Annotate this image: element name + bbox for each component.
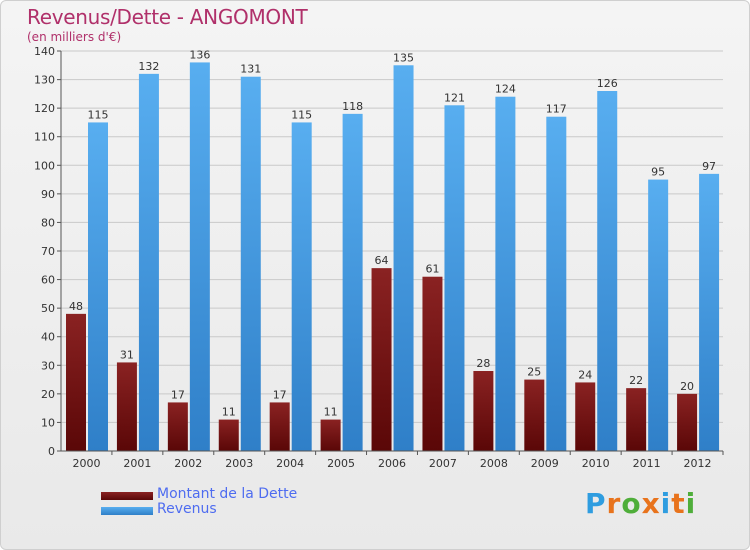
- revenue-value-label: 126: [597, 77, 618, 90]
- revenue-bar: [546, 116, 567, 451]
- revenue-value-label: 117: [546, 103, 567, 116]
- debt-value-label: 20: [680, 380, 694, 393]
- revenue-bar: [444, 105, 465, 452]
- y-tick-label: 20: [41, 388, 55, 401]
- legend-swatch-revenue: [101, 507, 153, 515]
- logo-letter: x: [641, 487, 661, 520]
- revenue-value-label: 121: [444, 91, 465, 104]
- revenue-value-label: 115: [88, 108, 109, 121]
- logo-letter: r: [606, 487, 622, 520]
- proxiti-logo: Proxiti: [585, 487, 696, 520]
- y-tick-label: 110: [34, 131, 55, 144]
- x-tick-label: 2001: [123, 457, 151, 470]
- debt-value-label: 24: [578, 368, 592, 381]
- revenue-bar: [597, 91, 618, 451]
- revenue-bar: [393, 65, 414, 452]
- x-tick-label: 2005: [327, 457, 355, 470]
- debt-value-label: 11: [222, 406, 236, 419]
- y-tick-label: 100: [34, 159, 55, 172]
- y-tick-label: 0: [48, 445, 55, 458]
- logo-letter: P: [585, 487, 607, 520]
- debt-value-label: 48: [69, 300, 83, 313]
- debt-bar: [524, 379, 545, 451]
- debt-bar: [575, 382, 596, 451]
- y-tick-label: 50: [41, 302, 55, 315]
- debt-value-label: 61: [425, 263, 439, 276]
- y-tick-label: 120: [34, 102, 55, 115]
- revenue-bar: [699, 173, 720, 451]
- debt-bar: [677, 393, 698, 451]
- debt-bar: [371, 268, 392, 451]
- revenue-bar: [648, 179, 669, 452]
- debt-value-label: 25: [527, 366, 541, 379]
- revenue-value-label: 95: [651, 166, 665, 179]
- x-tick-label: 2002: [174, 457, 202, 470]
- revenue-bar: [88, 122, 108, 451]
- revenue-bar: [495, 96, 516, 451]
- debt-bar: [116, 362, 137, 451]
- y-tick-label: 70: [41, 245, 55, 258]
- debt-bar: [422, 276, 443, 451]
- debt-bar: [167, 402, 188, 451]
- y-tick-label: 10: [41, 416, 55, 429]
- x-tick-label: 2000: [72, 457, 100, 470]
- y-tick-label: 130: [34, 74, 55, 87]
- x-tick-label: 2012: [684, 457, 712, 470]
- x-tick-label: 2004: [276, 457, 304, 470]
- revenue-value-label: 124: [495, 83, 516, 96]
- x-tick-label: 2008: [480, 457, 508, 470]
- debt-value-label: 17: [273, 388, 287, 401]
- revenue-bar: [138, 73, 159, 451]
- debt-bar: [218, 419, 239, 451]
- y-tick-label: 60: [41, 274, 55, 287]
- x-tick-label: 2009: [531, 457, 559, 470]
- revenue-bar: [342, 113, 363, 451]
- legend-label-debt: Montant de la Dette: [157, 486, 298, 502]
- logo-letter: i: [685, 487, 697, 520]
- debt-value-label: 64: [375, 254, 389, 267]
- revenue-value-label: 131: [240, 63, 261, 76]
- x-tick-label: 2007: [429, 457, 457, 470]
- debt-value-label: 22: [629, 374, 643, 387]
- debt-value-label: 31: [120, 348, 134, 361]
- revenue-bar: [240, 76, 261, 451]
- debt-bar: [269, 402, 290, 451]
- logo-letter: t: [671, 487, 686, 520]
- revenue-value-label: 118: [342, 100, 363, 113]
- revenue-bar: [291, 122, 312, 451]
- revenue-value-label: 136: [189, 48, 210, 61]
- legend-swatch-debt: [101, 492, 153, 500]
- revenue-value-label: 135: [393, 51, 414, 64]
- y-tick-label: 40: [41, 331, 55, 344]
- debt-bar: [320, 419, 341, 451]
- debt-bar: [473, 371, 494, 451]
- logo-letter: i: [660, 487, 672, 520]
- revenue-bar: [189, 62, 210, 452]
- debt-bar: [66, 313, 86, 451]
- x-tick-label: 2011: [633, 457, 661, 470]
- y-tick-label: 30: [41, 359, 55, 372]
- revenue-value-label: 115: [291, 108, 312, 121]
- debt-bar: [626, 388, 647, 451]
- chart-subtitle: (en milliers d'€): [27, 30, 122, 44]
- debt-value-label: 28: [476, 357, 490, 370]
- debt-value-label: 11: [324, 406, 338, 419]
- revenue-value-label: 97: [702, 160, 716, 173]
- legend-label-revenue: Revenus: [157, 501, 217, 517]
- logo-letter: o: [621, 487, 642, 520]
- x-tick-label: 2010: [582, 457, 610, 470]
- y-tick-label: 90: [41, 188, 55, 201]
- y-tick-label: 140: [34, 45, 55, 58]
- x-tick-label: 2003: [225, 457, 253, 470]
- debt-value-label: 17: [171, 388, 185, 401]
- chart-title: Revenus/Dette - ANGOMONT: [27, 5, 308, 29]
- revenue-value-label: 132: [138, 60, 159, 73]
- x-tick-label: 2006: [378, 457, 406, 470]
- y-tick-label: 80: [41, 216, 55, 229]
